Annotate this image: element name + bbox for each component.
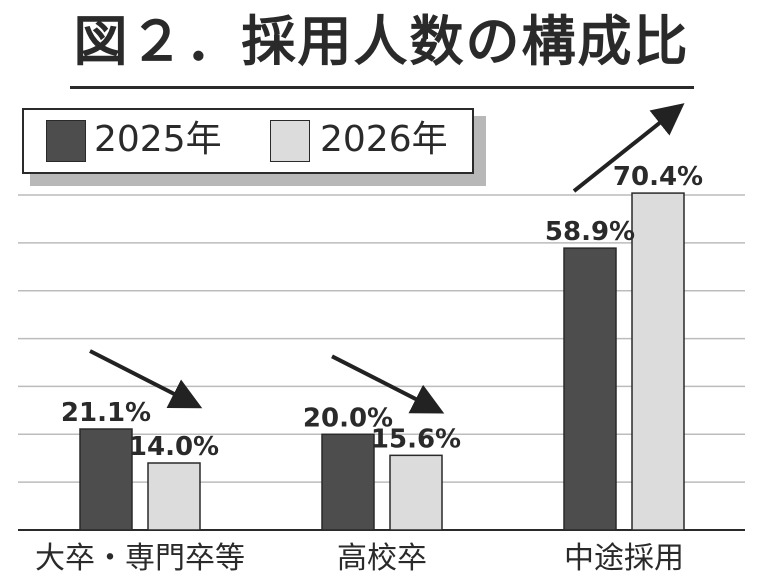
value-label-2025-1: 20.0% <box>303 403 393 433</box>
gridlines <box>18 194 745 531</box>
trend-arrows <box>89 103 685 414</box>
category-labels: 大卒・専門卒等 高校卒 中途採用 <box>35 541 684 576</box>
value-label-2026-2: 70.4% <box>613 162 703 192</box>
value-label-2025-2: 58.9% <box>545 217 635 247</box>
bar-2025-1 <box>321 433 375 531</box>
bar-2025-0 <box>79 428 133 531</box>
chart-title: 図２．採用人数の構成比 <box>73 10 690 73</box>
category-label-1: 高校卒 <box>337 541 427 576</box>
legend-swatch-2026 <box>270 120 310 162</box>
legend: 2025年 2026年 <box>22 108 474 174</box>
trend-arrow-down-0 <box>89 349 203 409</box>
value-label-2026-0: 14.0% <box>129 432 219 462</box>
bar-2026-1 <box>389 454 443 531</box>
bars <box>79 192 685 531</box>
trend-arrow-down-1 <box>331 354 445 414</box>
trend-arrow-up-2 <box>572 103 685 193</box>
bar-2026-0 <box>147 462 201 531</box>
category-label-2: 中途採用 <box>564 541 684 576</box>
bar-2026-2 <box>631 192 685 531</box>
category-label-0: 大卒・専門卒等 <box>35 541 245 576</box>
legend-label-2026: 2026年 <box>320 119 448 160</box>
legend-swatch-2025 <box>46 120 86 162</box>
title-underline <box>70 86 694 89</box>
value-labels: 21.1% 14.0% 20.0%15.6% 58.9% 70.4% <box>61 162 703 462</box>
value-label-2025-0: 21.1% <box>61 398 151 428</box>
bar-2025-2 <box>563 247 617 531</box>
legend-label-2025: 2025年 <box>94 119 222 160</box>
value-label-2026-1: 15.6% <box>371 424 461 454</box>
